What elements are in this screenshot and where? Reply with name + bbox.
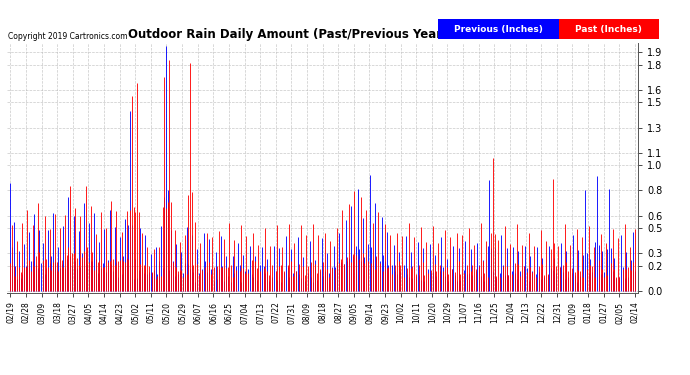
Text: Previous (Inches): Previous (Inches) bbox=[454, 25, 543, 34]
Text: Past (Inches): Past (Inches) bbox=[575, 25, 642, 34]
Title: Outdoor Rain Daily Amount (Past/Previous Year) 20190219: Outdoor Rain Daily Amount (Past/Previous… bbox=[128, 28, 517, 40]
Text: Copyright 2019 Cartronics.com: Copyright 2019 Cartronics.com bbox=[8, 32, 128, 41]
